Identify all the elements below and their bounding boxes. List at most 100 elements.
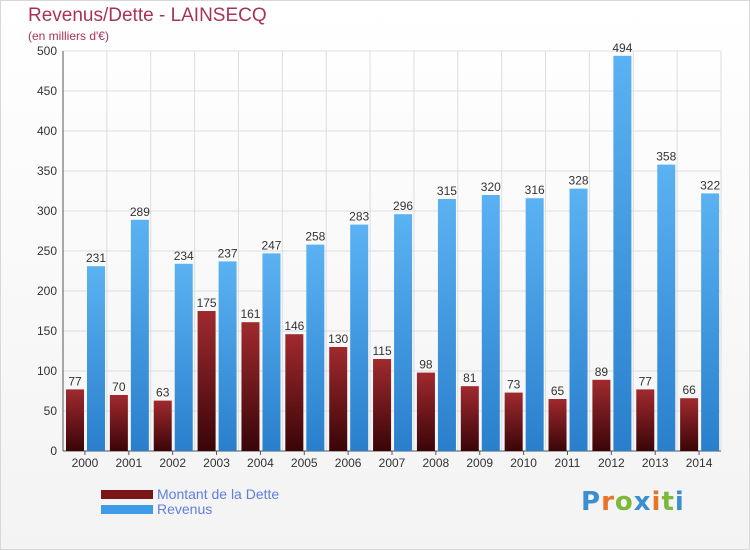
chart-title: Revenus/Dette - LAINSECQ <box>28 5 267 26</box>
legend-item-dette: Montant de la Dette <box>101 486 361 503</box>
bar-dette <box>548 399 567 451</box>
legend-label-dette: Montant de la Dette <box>157 486 280 502</box>
data-label-dette: 175 <box>197 296 217 310</box>
bar-revenus <box>174 263 193 451</box>
x-tick-label: 2006 <box>335 456 362 470</box>
logo-letter: x <box>633 487 652 517</box>
data-label-revenus: 289 <box>130 205 150 219</box>
data-label-dette: 63 <box>156 386 170 400</box>
bar-revenus <box>657 164 676 451</box>
bar-revenus <box>437 199 456 451</box>
data-label-dette: 77 <box>68 374 82 388</box>
x-tick-label: 2000 <box>72 456 99 470</box>
bar-dette <box>329 347 348 451</box>
bar-dette <box>416 372 435 451</box>
logo-letter: i <box>651 487 662 517</box>
y-tick-label: 250 <box>37 244 57 258</box>
x-tick-label: 2002 <box>159 456 186 470</box>
bar-revenus <box>394 214 413 451</box>
data-label-dette: 146 <box>284 319 304 333</box>
legend-item-revenus: Revenus <box>101 501 361 518</box>
data-label-dette: 73 <box>507 378 521 392</box>
logo-letter: r <box>601 487 615 517</box>
bar-dette <box>504 392 523 451</box>
bar-dette <box>460 386 479 451</box>
y-tick-label: 200 <box>37 284 57 298</box>
data-label-revenus: 237 <box>218 246 238 260</box>
bar-revenus <box>130 219 149 451</box>
y-tick-label: 100 <box>37 364 57 378</box>
bar-dette <box>636 389 655 451</box>
data-label-revenus: 320 <box>481 180 501 194</box>
bar-revenus <box>350 224 369 451</box>
logo-letter: i <box>674 487 685 517</box>
grid-lines <box>62 50 722 452</box>
bar-revenus <box>481 195 500 451</box>
bar-dette <box>197 311 216 451</box>
legend-swatch-revenus <box>101 505 153 514</box>
y-tick-label: 300 <box>37 204 57 218</box>
bar-revenus <box>306 244 325 451</box>
logo-letter: P <box>581 487 602 517</box>
data-label-dette: 70 <box>112 380 126 394</box>
data-label-revenus: 494 <box>612 41 632 55</box>
data-labels: 77 231 70 289 63 234 175 237 161 247 146 258 130 283 1… <box>68 41 720 400</box>
data-label-revenus: 234 <box>174 249 194 263</box>
y-tick-label: 450 <box>37 84 57 98</box>
bar-dette <box>66 389 84 451</box>
data-label-revenus: 328 <box>569 174 589 188</box>
x-tick-label: 2001 <box>115 456 142 470</box>
data-label-dette: 89 <box>595 365 609 379</box>
x-tick-label: 2003 <box>203 456 230 470</box>
data-label-revenus: 283 <box>349 210 369 224</box>
data-label-revenus: 247 <box>261 238 281 252</box>
bar-revenus <box>218 261 237 451</box>
y-tick-label: 400 <box>37 124 57 138</box>
bar-revenus <box>262 253 281 451</box>
y-tick-label: 50 <box>44 404 58 418</box>
x-tick-label: 2008 <box>423 456 450 470</box>
bar-revenus <box>87 266 105 451</box>
data-label-dette: 98 <box>419 358 433 372</box>
data-label-dette: 161 <box>240 307 260 321</box>
data-label-dette: 115 <box>372 344 391 358</box>
logo-letter: t <box>661 487 675 517</box>
x-tick-label: 2005 <box>291 456 318 470</box>
y-tick-label: 350 <box>37 164 57 178</box>
bar-revenus <box>569 188 588 451</box>
bar-dette <box>592 379 611 451</box>
data-label-dette: 66 <box>682 383 696 397</box>
bar-dette <box>109 395 128 451</box>
x-tick-label: 2011 <box>555 456 581 470</box>
data-label-dette: 81 <box>463 371 477 385</box>
x-tick-label: 2012 <box>598 456 625 470</box>
legend-label-revenus: Revenus <box>157 501 213 517</box>
proxiti-logo: Proxiti <box>581 487 685 517</box>
data-label-revenus: 231 <box>86 251 106 265</box>
chart-subtitle: (en milliers d'€) <box>28 29 109 43</box>
bar-dette <box>373 359 392 451</box>
bar-revenus <box>525 198 544 451</box>
data-label-revenus: 358 <box>656 150 676 164</box>
x-tick-label: 2009 <box>466 456 493 470</box>
data-label-revenus: 315 <box>437 184 457 198</box>
legend-swatch-dette <box>101 490 153 499</box>
y-tick-label: 500 <box>37 44 57 58</box>
bar-revenus <box>701 193 720 451</box>
y-tick-label: 0 <box>50 444 57 458</box>
bar-dette <box>241 322 260 451</box>
bar-revenus <box>613 55 632 452</box>
data-label-dette: 77 <box>639 374 653 388</box>
y-tick-label: 150 <box>37 324 57 338</box>
logo-letter: o <box>614 487 634 517</box>
bars <box>66 55 720 452</box>
x-tick-label: 2013 <box>642 456 669 470</box>
axes: 0 50 100 150 200 250 300 350 400 450 500 2000 2001 20… <box>37 44 721 470</box>
data-label-revenus: 322 <box>700 178 720 192</box>
data-label-revenus: 258 <box>305 230 325 244</box>
x-tick-label: 2010 <box>510 456 537 470</box>
bar-dette <box>285 334 304 451</box>
x-tick-label: 2007 <box>379 456 406 470</box>
